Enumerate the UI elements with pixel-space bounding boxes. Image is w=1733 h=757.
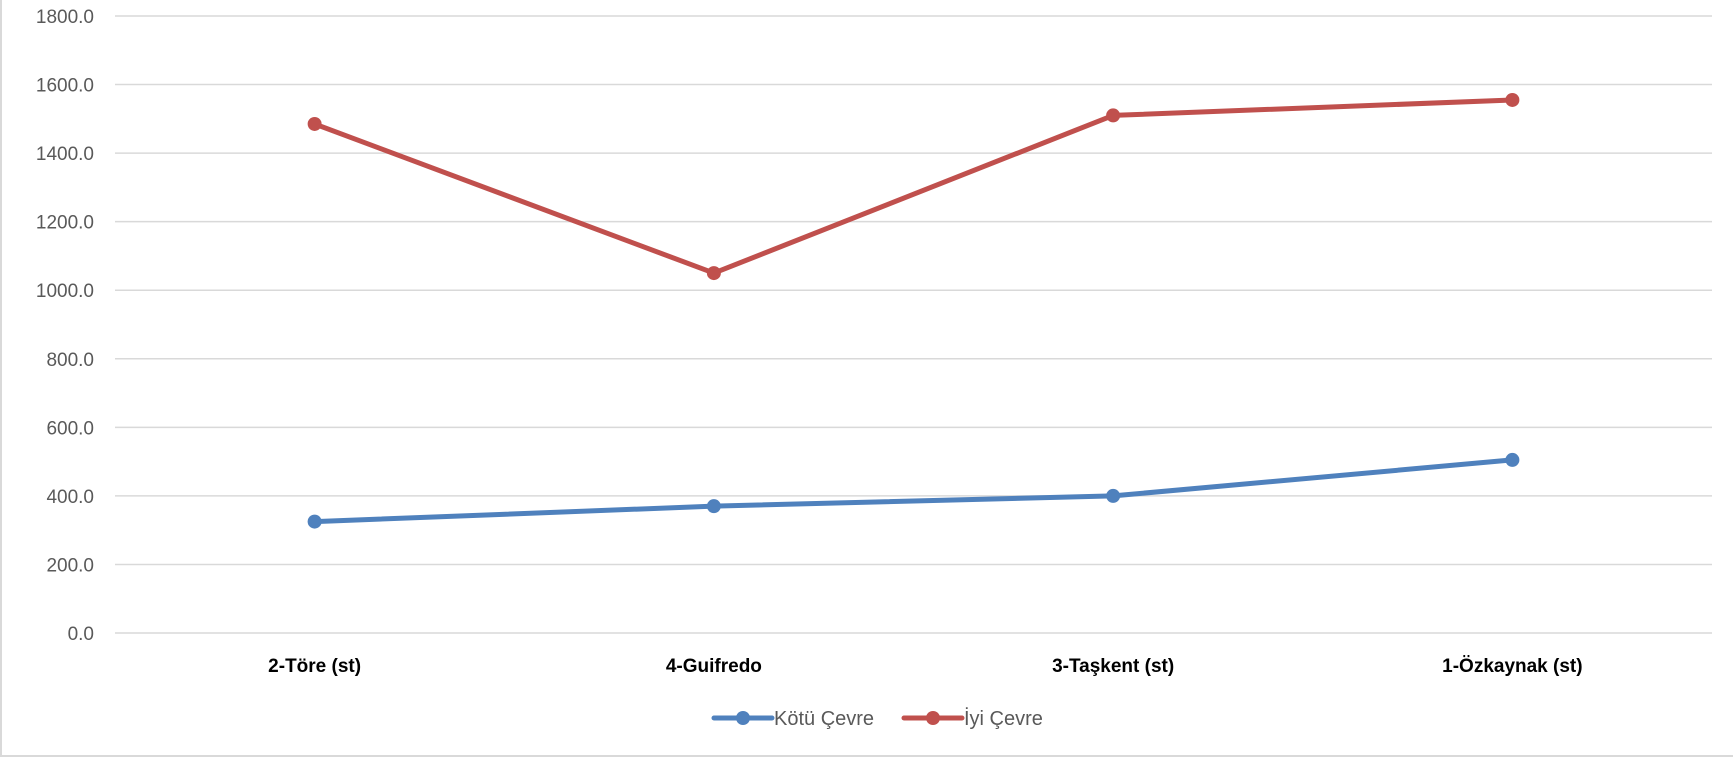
data-point [1505, 92, 1520, 107]
legend: Kötü Çevre İyi Çevre [711, 707, 1043, 730]
y-tick-label: 1000.0 [36, 281, 94, 302]
legend-marker [736, 711, 750, 725]
x-tick-label: 2-Töre (st) [268, 656, 361, 677]
x-tick-label: 3-Taşkent (st) [1052, 656, 1174, 677]
y-tick-label: 400.0 [46, 487, 94, 508]
data-point [1106, 108, 1121, 123]
legend-marker [926, 711, 940, 725]
data-point [1106, 488, 1121, 503]
y-tick-label: 600.0 [46, 418, 94, 439]
x-axis-ticks: 2-Töre (st) 4-Guifredo 3-Taşkent (st) 1-Özk… [268, 656, 1582, 677]
data-point [1505, 452, 1520, 467]
y-axis-ticks: 0.0 200.0 400.0 600.0 800.0 1000.0 1200.0 1400.… [36, 7, 94, 645]
y-tick-label: 1800.0 [36, 7, 94, 28]
y-tick-label: 1400.0 [36, 144, 94, 165]
data-point [706, 266, 721, 281]
y-tick-label: 1200.0 [36, 213, 94, 234]
y-tick-label: 800.0 [46, 350, 94, 371]
data-point [307, 514, 322, 529]
legend-label: İyi Çevre [964, 707, 1043, 730]
data-point [307, 116, 322, 131]
gridlines [115, 15, 1712, 634]
series-line [312, 457, 1515, 525]
data-point [706, 499, 721, 514]
series-lines [307, 92, 1520, 529]
y-tick-label: 200.0 [46, 555, 94, 576]
y-tick-label: 1600.0 [36, 76, 94, 97]
y-tick-label: 0.0 [68, 624, 94, 645]
x-tick-label: 4-Guifredo [666, 656, 762, 677]
x-tick-label: 1-Özkaynak (st) [1442, 656, 1582, 677]
series-line [312, 97, 1515, 276]
legend-label: Kötü Çevre [774, 708, 874, 730]
